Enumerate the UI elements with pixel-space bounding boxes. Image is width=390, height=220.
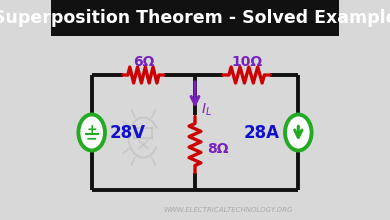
Text: 28V: 28V [110,123,145,141]
Text: Superposition Theorem - Solved Example: Superposition Theorem - Solved Example [0,9,390,27]
Text: WWW.ELECTRICALTECHNOLOGY.ORG: WWW.ELECTRICALTECHNOLOGY.ORG [163,207,293,213]
Circle shape [78,114,105,150]
Circle shape [285,114,312,150]
Text: $I_L$: $I_L$ [201,101,212,118]
Text: 8Ω: 8Ω [207,141,228,156]
Text: +: + [87,123,97,136]
Text: 28A: 28A [244,123,280,141]
Text: −: − [86,132,98,145]
Text: 10Ω: 10Ω [231,55,262,69]
FancyBboxPatch shape [51,0,339,36]
Text: 6Ω: 6Ω [133,55,154,69]
